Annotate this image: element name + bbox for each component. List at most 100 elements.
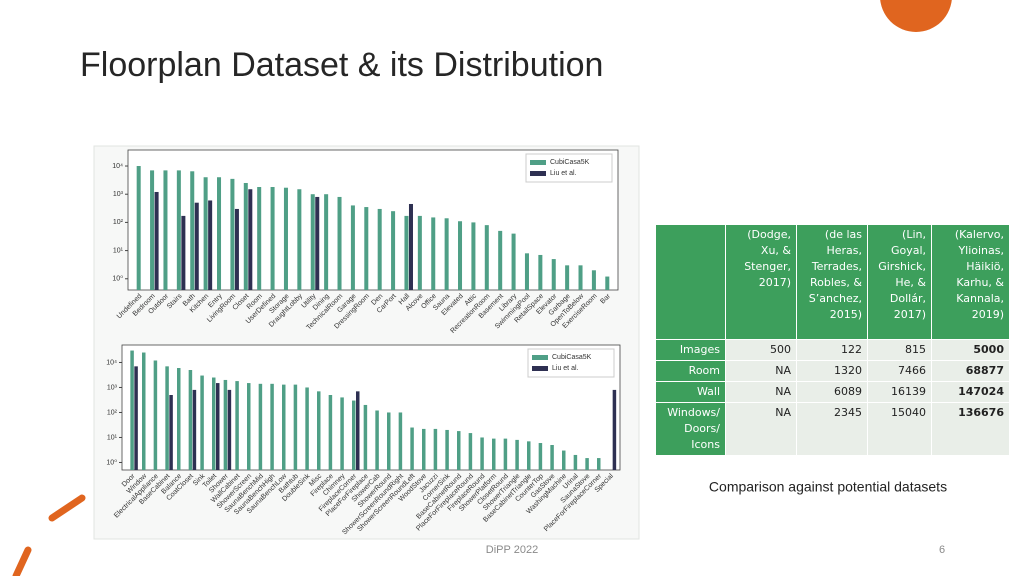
- bar: [142, 352, 146, 470]
- bar: [612, 389, 617, 470]
- legend-label: Liu et al.: [550, 170, 577, 177]
- bar: [377, 208, 382, 290]
- bar: [248, 189, 253, 290]
- bar: [230, 178, 235, 290]
- table-cell: NA: [725, 402, 797, 456]
- bar: [181, 215, 186, 290]
- bar: [605, 276, 610, 290]
- bar: [217, 177, 222, 290]
- table-cell: 2345: [796, 402, 868, 456]
- bar: [551, 259, 556, 290]
- bar: [498, 230, 503, 290]
- bar: [340, 397, 344, 470]
- bar: [538, 443, 543, 470]
- row-label: Images: [655, 339, 726, 361]
- bar: [212, 377, 216, 470]
- bar: [297, 189, 302, 290]
- table-cell: 1320: [796, 360, 868, 382]
- bar: [410, 427, 414, 470]
- bar: [585, 458, 589, 470]
- bar: [538, 254, 543, 290]
- table-cell: 6089: [796, 381, 868, 403]
- bar: [524, 253, 529, 290]
- bar: [458, 221, 463, 290]
- y-tick-label: 10⁰: [112, 275, 123, 283]
- table-cell: NA: [725, 360, 797, 382]
- table-cell: 122: [796, 339, 868, 361]
- bar: [387, 412, 391, 470]
- bar: [578, 265, 583, 290]
- bar: [188, 370, 193, 470]
- bar: [591, 270, 596, 290]
- table-header-cell: (Dodge, Xu, & Stenger, 2017): [725, 224, 797, 340]
- table-cell: 147024: [931, 381, 1010, 403]
- bar: [573, 454, 578, 470]
- bar: [154, 191, 159, 290]
- table-cell: 15040: [867, 402, 932, 456]
- legend-box: [527, 348, 615, 378]
- bar: [283, 187, 288, 290]
- bar: [444, 218, 449, 290]
- table-row: Room NA 1320 7466 68877: [655, 360, 1010, 382]
- bar: [163, 170, 168, 290]
- bar: [257, 187, 262, 290]
- legend-swatch: [530, 171, 546, 176]
- bar: [153, 360, 158, 470]
- bar: [492, 438, 496, 470]
- bar: [165, 366, 169, 470]
- bar: [457, 431, 461, 470]
- bar: [337, 196, 342, 290]
- y-tick-label: 10³: [113, 191, 124, 198]
- bar: [417, 215, 422, 290]
- table-header-cell: (Kalervo, Ylioinas, Häikiö, Karhu, & Kan…: [931, 224, 1010, 340]
- bar: [234, 208, 239, 290]
- table-row: Images 500 122 815 5000: [655, 339, 1010, 361]
- bar: [192, 389, 197, 470]
- bar: [293, 384, 298, 470]
- bar: [282, 384, 286, 470]
- table-header-cell: (Lin, Goyal, Girshick, He, & Dollár, 201…: [867, 224, 932, 340]
- bar: [511, 233, 516, 290]
- y-tick-label: 10²: [113, 219, 124, 226]
- bar: [471, 222, 476, 290]
- bar: [445, 429, 449, 470]
- bar: [356, 391, 360, 470]
- bar: [480, 437, 484, 470]
- bar: [562, 450, 566, 470]
- bar: [136, 166, 141, 290]
- bar: [431, 217, 436, 290]
- bar: [134, 366, 138, 470]
- bar: [176, 170, 181, 290]
- y-tick-label: 10⁴: [112, 163, 123, 170]
- legend-swatch: [530, 160, 546, 165]
- decor-circle: [880, 0, 952, 32]
- bar: [190, 171, 195, 290]
- y-tick-label: 10⁴: [106, 359, 117, 366]
- slide-title: Floorplan Dataset & its Distribution: [80, 46, 603, 84]
- bar: [317, 391, 321, 470]
- y-tick-label: 10¹: [113, 247, 124, 254]
- table-header-row: (Dodge, Xu, & Stenger, 2017) (de las Hera…: [655, 224, 1010, 340]
- page-number: 6: [939, 544, 945, 556]
- bar: [375, 410, 379, 470]
- table-row: Windows/ Doors/ Icons NA 2345 15040 136676: [655, 402, 1010, 456]
- comparison-table: (Dodge, Xu, & Stenger, 2017) (de las Hera…: [655, 224, 1010, 456]
- bar: [169, 395, 173, 470]
- table-cell: NA: [725, 381, 797, 403]
- table-row: Wall NA 6089 16139 147024: [655, 381, 1010, 403]
- bar: [363, 404, 368, 470]
- bar: [398, 412, 403, 470]
- bar: [328, 395, 333, 470]
- bar: [194, 202, 199, 290]
- row-label: Room: [655, 360, 726, 382]
- bar: [565, 265, 570, 290]
- bar: [130, 350, 134, 470]
- bar: [247, 383, 251, 470]
- legend-box: [525, 153, 613, 183]
- bar: [235, 381, 239, 470]
- footer: DiPP 2022: [486, 544, 538, 556]
- y-tick-label: 10²: [107, 409, 118, 416]
- decor-stroke: [48, 494, 86, 522]
- table-cell: 7466: [867, 360, 932, 382]
